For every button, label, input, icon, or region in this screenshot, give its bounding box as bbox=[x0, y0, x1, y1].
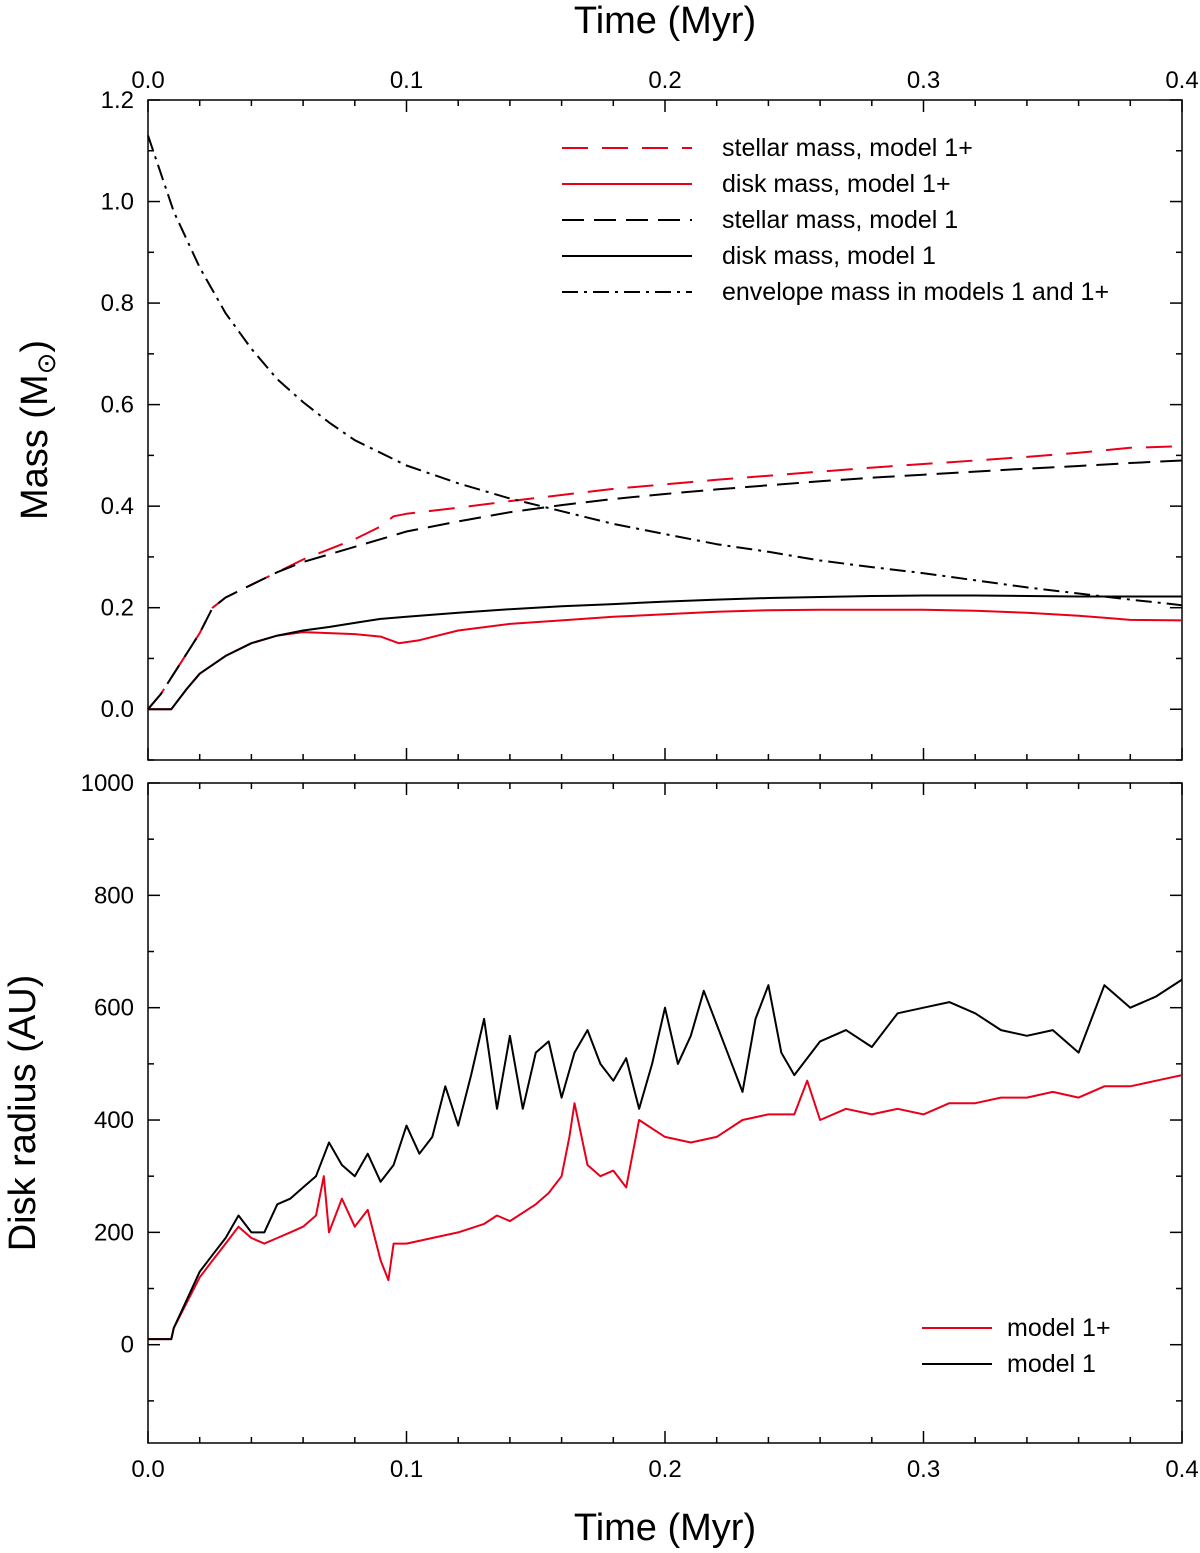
x-tick-label: 0.2 bbox=[648, 1456, 681, 1483]
y-tick-label: 600 bbox=[94, 995, 134, 1022]
x-tick-label-top: 0.4 bbox=[1165, 67, 1198, 94]
top-legend: stellar mass, model 1+ disk mass, model 1… bbox=[562, 134, 1109, 306]
top-y-axis-title-main: Mass (M bbox=[14, 374, 56, 520]
series-line-top-0 bbox=[147, 445, 1183, 710]
series-line-top-2 bbox=[147, 459, 1183, 710]
x-tick-label: 0.4 bbox=[1165, 1456, 1198, 1483]
y-tick-label: 0.8 bbox=[101, 290, 134, 317]
y-tick-label: 0.4 bbox=[101, 493, 134, 520]
top-ticks bbox=[147, 99, 1183, 761]
legend-entry: envelope mass in models 1 and 1+ bbox=[722, 278, 1109, 306]
legend-entry: model 1+ bbox=[1007, 1314, 1111, 1342]
top-series bbox=[147, 135, 1183, 711]
y-tick-label: 0 bbox=[121, 1332, 134, 1359]
legend-entry: disk mass, model 1 bbox=[722, 242, 936, 270]
top-panel: 0.0 0.1 0.2 0.3 0.4 0.0 0.2 0.4 0.6 0.8 1.0 1.2 Tim… bbox=[14, 0, 1199, 761]
sun-symbol: ⊙ bbox=[31, 353, 61, 375]
bottom-ticks bbox=[147, 782, 1183, 1443]
legend-entry: model 1 bbox=[1007, 1350, 1096, 1378]
y-tick-label: 800 bbox=[94, 882, 134, 909]
top-tick-labels: 0.0 0.1 0.2 0.3 0.4 0.0 0.2 0.4 0.6 0.8 1.0 1.2 bbox=[101, 67, 1199, 723]
x-tick-label: 0.1 bbox=[390, 1456, 423, 1483]
x-tick-label-top: 0.2 bbox=[648, 67, 681, 94]
bottom-series bbox=[148, 978, 1183, 1341]
x-tick-label-top: 0.0 bbox=[131, 67, 164, 94]
y-tick-label: 200 bbox=[94, 1219, 134, 1246]
x-tick-label: 0.0 bbox=[131, 1456, 164, 1483]
y-tick-label: 400 bbox=[94, 1107, 134, 1134]
bottom-x-axis-title: Time (Myr) bbox=[574, 1507, 756, 1549]
legend-entry: stellar mass, model 1 bbox=[722, 206, 958, 234]
bottom-legend: model 1+ model 1 bbox=[922, 1314, 1111, 1378]
bottom-tick-labels: 0.0 0.1 0.2 0.3 0.4 0 200 400 600 800 1000 bbox=[81, 770, 1199, 1483]
bottom-y-axis-title: Disk radius (AU) bbox=[2, 975, 44, 1252]
y-tick-label: 0.2 bbox=[101, 595, 134, 622]
legend-entry: disk mass, model 1+ bbox=[722, 170, 951, 198]
top-x-axis-title: Time (Myr) bbox=[574, 0, 756, 42]
y-tick-label: 1.0 bbox=[101, 189, 134, 216]
y-tick-label: 0.6 bbox=[101, 392, 134, 419]
x-tick-label-top: 0.3 bbox=[907, 67, 940, 94]
y-tick-label: 1000 bbox=[81, 770, 134, 797]
series-line-top-3 bbox=[148, 594, 1182, 711]
series-line-bottom-1 bbox=[148, 978, 1183, 1341]
y-tick-label: 1.2 bbox=[101, 87, 134, 114]
legend-entry: stellar mass, model 1+ bbox=[722, 134, 973, 162]
x-tick-label-top: 0.1 bbox=[390, 67, 423, 94]
top-y-axis-title-close: ) bbox=[14, 340, 56, 353]
top-y-axis-title: Mass (M⊙) bbox=[14, 340, 61, 520]
series-line-bottom-0 bbox=[148, 1074, 1183, 1341]
x-tick-label: 0.3 bbox=[907, 1456, 940, 1483]
bottom-panel: 0.0 0.1 0.2 0.3 0.4 0 200 400 600 800 1000 Time (M… bbox=[2, 770, 1199, 1549]
y-tick-label: 0.0 bbox=[101, 696, 134, 723]
series-line-top-4 bbox=[147, 135, 1183, 607]
